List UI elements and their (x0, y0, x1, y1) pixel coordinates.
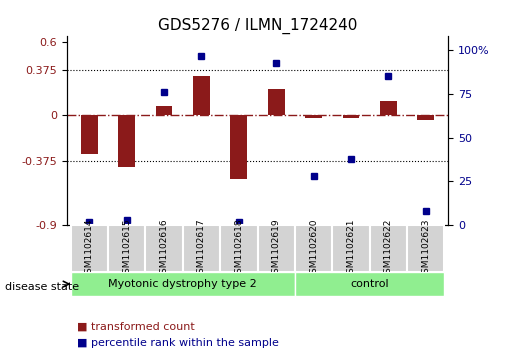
Text: GSM1102614: GSM1102614 (85, 219, 94, 279)
Bar (268, 89, 285, 115)
Text: GSM1102618: GSM1102618 (234, 218, 243, 279)
FancyBboxPatch shape (220, 225, 258, 272)
FancyBboxPatch shape (71, 272, 295, 296)
Bar (81, 115, 98, 154)
Bar (156, 106, 173, 115)
FancyBboxPatch shape (71, 225, 108, 272)
Bar (305, 115, 322, 118)
FancyBboxPatch shape (108, 225, 145, 272)
Text: ■ percentile rank within the sample: ■ percentile rank within the sample (77, 338, 279, 348)
Text: disease state: disease state (5, 282, 79, 292)
FancyBboxPatch shape (183, 225, 220, 272)
Bar (193, 77, 210, 115)
Text: ■ transformed count: ■ transformed count (77, 322, 195, 332)
Bar (230, 115, 247, 179)
FancyBboxPatch shape (332, 225, 370, 272)
FancyBboxPatch shape (295, 225, 332, 272)
Text: GSM1102621: GSM1102621 (347, 219, 355, 279)
Text: control: control (350, 279, 389, 289)
Text: GSM1102619: GSM1102619 (272, 218, 281, 279)
FancyBboxPatch shape (407, 225, 444, 272)
Title: GDS5276 / ILMN_1724240: GDS5276 / ILMN_1724240 (158, 17, 357, 33)
Bar (417, 115, 434, 120)
Text: GSM1102620: GSM1102620 (309, 219, 318, 279)
FancyBboxPatch shape (370, 225, 407, 272)
FancyBboxPatch shape (295, 272, 444, 296)
Text: Myotonic dystrophy type 2: Myotonic dystrophy type 2 (108, 279, 257, 289)
FancyBboxPatch shape (145, 225, 183, 272)
Text: GSM1102616: GSM1102616 (160, 218, 168, 279)
Text: GSM1102615: GSM1102615 (122, 218, 131, 279)
Bar (380, 101, 397, 115)
Text: GSM1102622: GSM1102622 (384, 219, 393, 279)
Bar (118, 115, 135, 167)
FancyBboxPatch shape (258, 225, 295, 272)
Text: GSM1102617: GSM1102617 (197, 218, 206, 279)
Text: GSM1102623: GSM1102623 (421, 219, 430, 279)
Bar (342, 115, 359, 118)
